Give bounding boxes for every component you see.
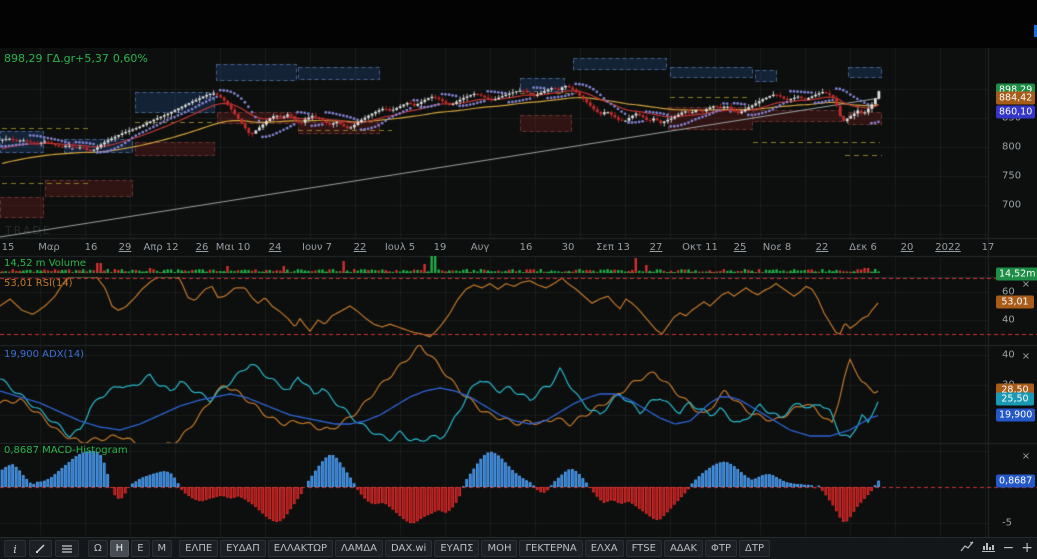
bars-icon (981, 541, 996, 557)
timeframe-Η-button[interactable]: Η (109, 540, 130, 557)
symbol-legend: 898,29 ΓΔ.gr+5,37 0,60% (4, 52, 148, 65)
toolbar-tools: i (4, 540, 79, 557)
list-icon (61, 544, 73, 554)
time-axis-label[interactable]: Νοε 8 (762, 242, 792, 253)
rsi-badge: 53,01 (996, 295, 1034, 309)
ticker-ΑΔΑΚ-button[interactable]: ΑΔΑΚ (663, 540, 704, 557)
ticker-ΕΛΛΑΚΤΩΡ-button[interactable]: ΕΛΛΑΚΤΩΡ (267, 540, 333, 557)
watchlist-button[interactable] (55, 540, 79, 557)
ticker-ΜΟΗ-button[interactable]: ΜΟΗ (481, 540, 518, 557)
close-adx-button[interactable]: × (1021, 351, 1031, 362)
close-rsi-button[interactable]: × (1021, 279, 1031, 290)
price-badge: 860,10 (996, 105, 1036, 119)
time-axis-label[interactable]: 22 (815, 242, 829, 253)
time-axis-label[interactable]: Μαρ (38, 242, 60, 253)
ticker-ΕΥΔΑΠ-button[interactable]: ΕΥΔΑΠ (220, 540, 266, 557)
time-axis-label[interactable]: Ιουλ 5 (384, 242, 416, 253)
time-axis-label[interactable]: 29 (118, 242, 132, 253)
time-axis-label[interactable]: 26 (195, 242, 209, 253)
ticker-ΕΛΧΑ-button[interactable]: ΕΛΧΑ (584, 540, 624, 557)
price-axis-label: 700 (1002, 199, 1022, 211)
time-axis-label[interactable]: Σεπ 13 (596, 242, 630, 253)
volume-panel-label: 14,52 m Volume (4, 258, 86, 269)
ticker-ΛΑΜΔΑ-button[interactable]: ΛΑΜΔΑ (334, 540, 383, 557)
zoom-in-button[interactable]: + (1021, 541, 1033, 556)
time-axis-label[interactable]: 27 (649, 242, 663, 253)
macd-panel-label: 0,8687 MACD-Histogram (4, 445, 128, 456)
timeframe-Μ-button[interactable]: Μ (151, 540, 173, 557)
plus-icon: + (1021, 540, 1033, 556)
price-axis-label: 750 (1002, 170, 1022, 182)
ticker-FTSE-button[interactable]: FTSE (625, 540, 662, 557)
trend-icon (960, 541, 975, 557)
close-macd-button[interactable]: × (1021, 451, 1031, 462)
symbol-change: +5,37 (75, 52, 109, 65)
symbol-name: ΓΔ.gr (46, 52, 76, 65)
scrollbar-fragment (1034, 25, 1037, 37)
ticker-buttons: ΕΛΠΕ ΕΥΔΑΠ ΕΛΛΑΚΤΩΡ ΛΑΜΔΑ DAX.wi ΕΥΑΠΣ ΜΟΗ ΓΕΚΤ… (179, 540, 771, 557)
rsi-panel-label: 53,01 RSI(14) (4, 278, 73, 289)
adx-badge: 19,900 (996, 408, 1036, 422)
ticker-ΕΥΑΠΣ-button[interactable]: ΕΥΑΠΣ (434, 540, 480, 557)
ticker-ΦΤΡ-button[interactable]: ΦΤΡ (705, 540, 738, 557)
time-axis-label[interactable]: 25 (733, 242, 747, 253)
time-axis-label[interactable]: 22 (353, 242, 367, 253)
info-button[interactable]: i (4, 540, 26, 557)
adx-panel-label: 19,900 ADX(14) (4, 349, 85, 360)
time-axis-label[interactable]: Οκτ 11 (682, 242, 718, 253)
time-axis-label[interactable]: 16 (84, 242, 98, 253)
time-axis-label[interactable]: 20 (900, 242, 914, 253)
info-icon: i (10, 543, 20, 555)
symbol-price: 898,29 (4, 52, 43, 65)
svg-text:i: i (13, 543, 17, 555)
time-axis-label[interactable]: Αυγ (470, 242, 490, 253)
chart-bars-button[interactable] (981, 541, 996, 557)
adx-badge: 25,50 (996, 392, 1034, 405)
time-axis-label[interactable]: Δεκ 6 (849, 242, 877, 253)
volume-badge: 14,52m (996, 267, 1037, 281)
price-badge: 884,42 (996, 91, 1036, 105)
ticker-ΓΕΚΤΕΡΝΑ-button[interactable]: ΓΕΚΤΕΡΝΑ (519, 540, 583, 557)
ticker-ΔΤΡ-button[interactable]: ΔΤΡ (739, 540, 771, 557)
timeframe-Ω-button[interactable]: Ω (88, 540, 108, 557)
price-axis-label: 800 (1002, 141, 1022, 153)
time-axis-label[interactable]: Απρ 12 (143, 242, 179, 253)
macd-badge: 0,8687 (996, 474, 1036, 488)
minus-icon: − (1002, 540, 1015, 556)
time-axis-label[interactable]: 19 (433, 242, 447, 253)
time-axis-label[interactable]: Ιουν 7 (302, 242, 332, 253)
chart-canvas[interactable] (0, 0, 1037, 537)
macd-axis-label: -5 (1002, 517, 1012, 529)
rsi-axis-label: 60 (1002, 286, 1015, 298)
chart-line-button[interactable] (960, 541, 975, 557)
ticker-DAX.wi-button[interactable]: DAX.wi (384, 540, 433, 557)
zoom-out-button[interactable]: − (1003, 541, 1015, 556)
time-axis-label[interactable]: 24 (268, 242, 282, 253)
symbol-change-pct: 0,60% (112, 52, 148, 65)
pencil-icon (35, 543, 46, 554)
time-axis-label[interactable]: 15 (1, 242, 15, 253)
platform-watermark: TRADE (5, 224, 52, 237)
timeframe-Ε-button[interactable]: Ε (131, 540, 150, 557)
time-axis-label[interactable]: 2022 (935, 242, 961, 253)
time-axis-label[interactable]: 16 (519, 242, 533, 253)
time-axis-label[interactable]: 30 (561, 242, 575, 253)
rsi-axis-label: 40 (1002, 314, 1015, 326)
adx-axis-label: 40 (1002, 349, 1015, 361)
ticker-ΕΛΠΕ-button[interactable]: ΕΛΠΕ (179, 540, 219, 557)
time-axis-label[interactable]: Μαι 10 (215, 242, 251, 253)
toolbar-zoom-controls: − + (960, 541, 1033, 557)
time-axis-label[interactable]: 17 (981, 242, 995, 253)
draw-button[interactable] (29, 540, 52, 557)
